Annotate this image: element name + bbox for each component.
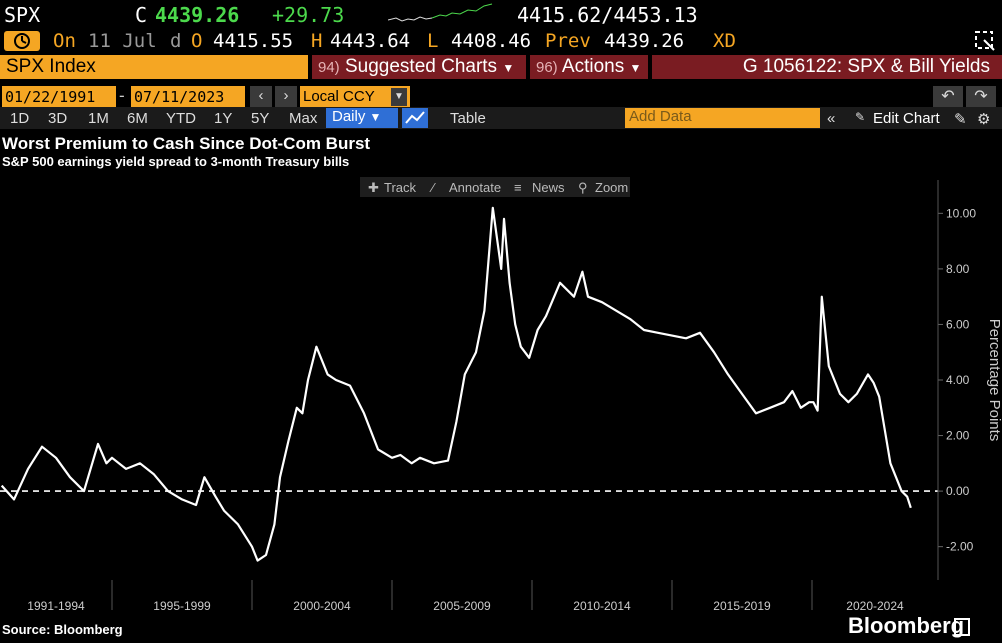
tab-max[interactable]: Max [289,110,318,127]
prev-label: Prev [545,30,591,52]
close-flag: C [135,3,148,27]
currency-label: Local CCY [303,88,375,105]
prev-value: 4439.26 [604,30,685,52]
add-data-input[interactable]: Add Data [625,108,820,128]
low-value: 4408.46 [451,30,532,52]
bloomberg-logo-mark [954,618,970,636]
y-tick-label: 4.00 [946,373,970,387]
sparkline [388,3,493,22]
ticker-bar: SPX C 4439.26 +29.73 4415.62/4453.13 [0,0,1002,28]
actions-button[interactable]: 96) Actions ▼ [530,55,648,79]
pencil-icon: ✎ [855,110,866,124]
quote-bar: On 11 Jul d O 4415.55 H 4443.64 L 4408.4… [0,28,1002,54]
open-value: 4415.55 [213,30,294,52]
chart-subtitle: S&P 500 earnings yield spread to 3-month… [2,154,350,169]
periodicity-label: Daily [332,108,366,125]
chart-area[interactable]: 10.00 8.00 6.00 4.00 2.00 0.00 -2.00 1991-1994… [0,180,1002,610]
crosshair-icon: ✚ [368,180,379,195]
chart-settings-icon[interactable]: ⚙ [977,111,991,128]
high-label: H [311,30,323,52]
chart-title: Worst Premium to Cash Since Dot-Com Burs… [2,134,371,153]
edit-chart-button[interactable]: Edit Chart [873,110,940,127]
period-tabs: 1D 3D 1M 6M YTD 1Y 5Y Max Daily ▼ Table … [0,107,1002,129]
tab-3d[interactable]: 3D [48,110,68,127]
y-tick-label: -2.00 [946,540,974,554]
tab-ytd[interactable]: YTD [166,110,196,127]
prev-period-button[interactable]: ‹ [250,86,272,108]
tab-1d[interactable]: 1D [10,110,30,127]
start-date-input[interactable]: 01/22/1991 [2,86,116,108]
ticker-symbol[interactable]: SPX [4,3,41,27]
tab-5y[interactable]: 5Y [251,110,270,127]
bloomberg-logo: Bloomberg [848,613,965,638]
clock-icon[interactable] [4,31,40,51]
end-date-input[interactable]: 07/11/2023 [131,86,245,108]
chart-id: G 1056122: SPX & Bill Yields [742,56,990,77]
source-note: Source: Bloomberg [2,622,123,637]
tab-1y[interactable]: 1Y [214,110,233,127]
chart-id-bar: G 1056122: SPX & Bill Yields [652,55,1002,79]
date-separator: - [119,86,125,105]
price-change: +29.73 [272,3,345,27]
high-value: 4443.64 [330,30,411,52]
x-group-label: 2010-2014 [573,599,631,610]
security-label: SPX Index [6,56,96,77]
suggested-label: Suggested Charts [344,56,498,77]
actions-label: Actions [561,56,625,77]
next-period-button[interactable]: › [275,86,297,108]
suggested-charts-button[interactable]: 94) Suggested Charts ▼ [312,55,526,79]
tab-6m[interactable]: 6M [127,110,148,127]
x-group-label: 2005-2009 [433,599,491,610]
d-flag: d [170,30,182,52]
annotate-icon: ∕ [432,180,435,195]
y-axis-label: Percentage Points [986,319,1002,442]
chevron-down-icon: ▼ [369,110,382,124]
news-button[interactable]: News [532,180,565,195]
currency-select[interactable]: Local CCY ▼ [300,86,410,108]
last-price: 4439.26 [155,3,240,27]
zoom-button[interactable]: Zoom [595,180,629,195]
chevron-down-icon: ▼ [502,61,515,75]
on-label: On [53,30,76,52]
y-tick-label: 10.00 [946,206,976,220]
low-label: L [427,30,439,52]
xd-label: XD [713,30,736,52]
expand-icon[interactable] [974,30,998,52]
x-group-label: 2015-2019 [713,599,771,610]
annotate-button[interactable]: Annotate [449,180,502,195]
day-range: 4415.62/4453.13 [517,3,698,27]
line-chart-icon[interactable] [402,108,428,128]
actions-code: 96) [536,59,558,76]
redo-icon[interactable]: ↷ [966,86,996,108]
chart-toolbar: ✚ Track ∕ Annotate ≡ News ⚲ Zoom [360,177,630,197]
x-group-label: 1991-1994 [27,599,85,610]
zoom-icon: ⚲ [578,180,588,195]
undo-icon[interactable]: ↶ [933,86,963,108]
news-icon: ≡ [514,180,522,195]
track-button[interactable]: Track [384,180,417,195]
suggested-code: 94) [318,59,340,76]
spread-series-line [0,206,912,562]
edit-settings-icon[interactable]: ✎ [954,111,967,128]
table-button[interactable]: Table [450,110,486,127]
x-group-label: 1995-1999 [153,599,211,610]
y-tick-label: 0.00 [946,484,970,498]
y-tick-label: 2.00 [946,429,970,443]
tab-1m[interactable]: 1M [88,110,109,127]
y-tick-label: 6.00 [946,317,970,331]
security-field[interactable]: SPX Index [0,55,308,79]
collapse-icon[interactable]: « [827,110,836,127]
x-group-label: 2020-2024 [846,599,904,610]
chevron-down-icon: ▼ [391,88,407,106]
open-label: O [191,30,203,52]
x-group-label: 2000-2004 [293,599,351,610]
chevron-down-icon: ▼ [629,61,642,75]
quote-date: 11 Jul [88,30,157,52]
periodicity-select[interactable]: Daily ▼ [326,108,398,128]
y-tick-label: 8.00 [946,262,970,276]
